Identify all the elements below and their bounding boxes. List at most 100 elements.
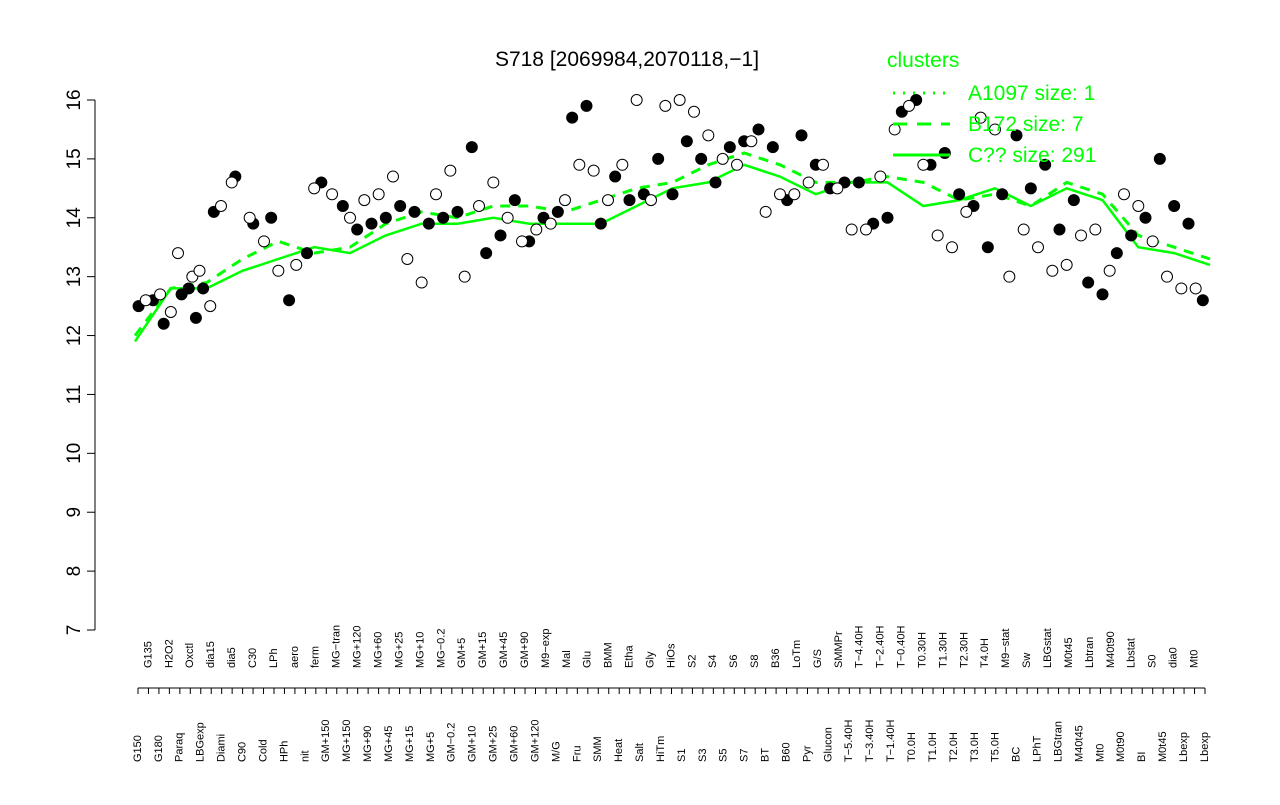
- x-tick-label: Pyr: [801, 745, 813, 762]
- x-tick-label: M0t90: [1115, 731, 1127, 762]
- data-point-open: [1118, 188, 1130, 201]
- data-point-filled: [422, 217, 435, 230]
- x-tick-label: MG+5: [425, 732, 437, 762]
- data-point-open: [688, 105, 700, 118]
- data-point-open: [903, 99, 915, 112]
- data-point-open: [1017, 223, 1030, 236]
- data-point-open: [774, 188, 786, 201]
- data-point-filled: [752, 123, 765, 136]
- data-point-filled: [465, 141, 478, 154]
- data-point-filled: [723, 141, 736, 154]
- x-tick-label: T1.0H: [927, 732, 939, 762]
- data-point-filled: [1096, 288, 1109, 301]
- data-point-filled: [1168, 200, 1181, 212]
- data-point-filled: [996, 188, 1009, 201]
- data-point-open: [415, 276, 428, 289]
- data-point-filled: [1067, 194, 1080, 207]
- x-tick-label: S7: [739, 749, 751, 762]
- x-tick-label: nit: [299, 750, 311, 762]
- x-tick-label: GM+10: [467, 726, 479, 762]
- data-point-open: [702, 129, 715, 142]
- data-point-open: [372, 188, 385, 201]
- x-tick-label: MG−tran: [331, 625, 343, 668]
- data-point-open: [831, 182, 844, 195]
- data-point-open: [573, 158, 586, 171]
- data-point-open: [1075, 229, 1087, 242]
- x-tick-label: M0t45: [1063, 637, 1075, 668]
- data-point-filled: [852, 176, 865, 189]
- x-tick-label: Etha: [624, 644, 636, 668]
- x-tick-label: LPh: [268, 648, 280, 668]
- x-tick-label: T−1.40H: [885, 719, 897, 762]
- series-line-1: [133, 151, 1211, 337]
- data-point-open: [193, 264, 206, 277]
- x-tick-label: T3.0H: [969, 732, 981, 762]
- data-point-open: [139, 294, 152, 307]
- x-tick-label: M40t90: [1105, 631, 1117, 668]
- legend-entry-label: A1097 size: 1: [968, 82, 1095, 105]
- x-tick-label: SMMPr: [833, 631, 845, 668]
- data-point-filled: [394, 200, 407, 212]
- data-point-filled: [408, 205, 421, 218]
- data-point-filled: [566, 111, 579, 124]
- data-point-open: [1189, 282, 1202, 295]
- data-point-filled: [1110, 247, 1123, 260]
- data-point-open: [788, 188, 801, 201]
- x-tick-label: Oxctl: [184, 643, 196, 668]
- x-tick-label: MG+150: [341, 720, 353, 763]
- data-point-filled: [680, 135, 693, 148]
- data-point-open: [587, 164, 600, 177]
- x-axis: G150 G135 G180 H2O2 Paraq Oxctl LBGexp dia15 Dia…: [132, 625, 1211, 762]
- x-tick-label: BMM: [603, 642, 615, 668]
- x-tick-label: T−4.40H: [854, 625, 866, 668]
- data-point-open: [473, 200, 485, 212]
- x-tick-label: M9−exp: [540, 629, 552, 668]
- data-point-open: [931, 229, 944, 242]
- y-tick-label: 9: [64, 507, 85, 518]
- x-tick-label: H2O2: [163, 639, 175, 668]
- y-tick-label: 8: [64, 566, 85, 577]
- data-point-open: [659, 99, 672, 112]
- data-point-open: [387, 170, 399, 183]
- x-tick-label: HiTm: [655, 736, 667, 762]
- data-point-open: [172, 247, 184, 260]
- x-tick-label: G150: [132, 735, 144, 762]
- data-point-open: [215, 200, 227, 212]
- data-point-filled: [1139, 211, 1152, 224]
- data-point-open: [1146, 235, 1159, 248]
- data-point-open: [731, 158, 743, 171]
- data-point-filled: [451, 205, 464, 218]
- data-point-filled: [480, 247, 493, 260]
- x-tick-label: GM+120: [529, 720, 541, 763]
- data-point-open: [559, 194, 571, 207]
- x-tick-label: SMM: [592, 736, 604, 762]
- data-point-filled: [182, 282, 195, 295]
- data-point-filled: [580, 99, 593, 112]
- x-tick-label: MG+90: [362, 726, 374, 762]
- data-point-filled: [695, 152, 708, 165]
- data-point-filled: [1182, 217, 1195, 230]
- data-point-filled: [1039, 158, 1052, 171]
- data-point-open: [501, 211, 514, 224]
- x-tick-label: S2: [686, 655, 698, 668]
- data-point-filled: [437, 211, 450, 224]
- x-tick-label: C90: [237, 742, 249, 762]
- data-point-filled: [336, 200, 349, 212]
- data-point-filled: [652, 152, 665, 165]
- x-tick-label: T2.30H: [958, 632, 970, 668]
- x-tick-label: M0t45: [1157, 731, 1169, 762]
- data-point-open: [874, 170, 887, 183]
- data-point-filled: [508, 194, 521, 207]
- data-point-open: [1132, 200, 1145, 212]
- data-point-filled: [157, 317, 170, 330]
- y-tick-label: 10: [64, 443, 85, 464]
- x-tick-label: Cold: [257, 739, 269, 762]
- legend-entry-label: C?? size: 291: [968, 144, 1096, 167]
- x-tick-label: T1.30H: [937, 632, 949, 668]
- data-point-open: [845, 223, 858, 236]
- x-tick-label: Lbexp: [1178, 732, 1190, 762]
- data-point-open: [243, 211, 256, 224]
- x-tick-label: Paraq: [174, 733, 186, 762]
- data-point-open: [225, 176, 238, 189]
- x-tick-label: aero: [289, 646, 301, 668]
